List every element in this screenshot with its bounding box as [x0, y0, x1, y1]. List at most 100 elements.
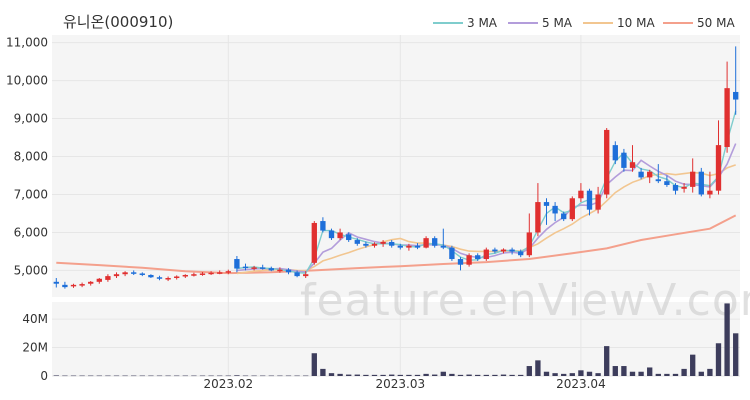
volume-bar: [655, 373, 661, 376]
volume-bar: [672, 373, 679, 376]
volume-bar: [70, 375, 77, 377]
candle-body: [414, 245, 421, 248]
candle-body: [535, 202, 541, 233]
volume-bar: [268, 375, 274, 377]
candle-body: [707, 190, 713, 195]
volume-bar: [664, 373, 670, 376]
volume-bar: [62, 375, 68, 377]
volume-bar: [466, 374, 472, 376]
candle-body: [337, 232, 343, 239]
candle-body: [303, 274, 309, 277]
legend-label: 10 MA: [617, 16, 655, 30]
legend-label: 3 MA: [467, 16, 498, 30]
candle-body: [449, 247, 455, 260]
price-tick-label: 8,000: [14, 150, 48, 164]
volume-bar: [208, 375, 214, 377]
candle-body: [328, 230, 335, 239]
candle-body: [638, 171, 644, 178]
candle-body: [53, 281, 59, 284]
candle-body: [174, 276, 180, 279]
candle-body: [561, 213, 567, 220]
candle-body: [182, 274, 188, 277]
volume-bar: [543, 371, 550, 376]
volume-bar: [380, 374, 386, 376]
candle-body: [191, 274, 197, 276]
volume-bar: [242, 375, 249, 377]
candle-body: [62, 284, 68, 288]
volume-bar: [199, 375, 206, 377]
volume-bar: [156, 375, 163, 377]
candle-body: [277, 269, 283, 272]
candle-body: [475, 255, 481, 260]
volume-bar: [251, 375, 257, 377]
volume-bar: [277, 375, 283, 377]
candle-body: [664, 181, 670, 185]
volume-bar: [500, 374, 507, 376]
candle-body: [354, 240, 360, 244]
volume-bar: [449, 373, 455, 376]
candle-body: [242, 266, 249, 269]
candle-body: [526, 232, 532, 256]
volume-bar: [294, 375, 300, 377]
candle-body: [595, 194, 601, 210]
candle-body: [621, 152, 627, 168]
volume-bar: [647, 367, 653, 376]
candle-body: [397, 245, 403, 248]
candle-body: [79, 284, 85, 286]
volume-bar: [139, 375, 145, 377]
volume-bar: [715, 343, 722, 376]
candle-body: [681, 186, 687, 189]
date-tick-label: 2023.04: [556, 377, 606, 391]
volume-bar: [148, 375, 154, 377]
candle-body: [70, 284, 77, 287]
legend: 3 MA 5 MA 10 MA 50 MA: [433, 16, 735, 30]
candle-body: [251, 267, 257, 269]
volume-bar: [629, 371, 636, 376]
volume-panel: [52, 302, 740, 376]
candle-body: [552, 205, 558, 214]
price-axis: 5,000 6,000 7,000 8,000 9,000 10,000 11,000: [6, 36, 48, 278]
candle-body: [131, 272, 137, 274]
volume-bar: [475, 374, 481, 376]
volume-bar: [724, 303, 730, 376]
volume-bar: [423, 373, 429, 376]
volume-bar: [225, 375, 231, 377]
candle-body: [509, 249, 515, 252]
volume-bar: [457, 374, 464, 376]
volume-bar: [552, 373, 558, 376]
price-tick-label: 11,000: [6, 36, 48, 50]
volume-bar: [122, 375, 128, 377]
volume-bar: [182, 375, 188, 377]
candle-body: [586, 190, 593, 210]
candle-body: [260, 267, 266, 269]
candle-body: [715, 145, 722, 191]
volume-bar: [578, 370, 584, 376]
volume-bar: [707, 368, 713, 376]
watermark: feature.enViewV.com: [300, 275, 750, 326]
candle-body: [268, 268, 274, 271]
volume-bar: [690, 354, 696, 376]
candle-body: [724, 88, 730, 148]
candle-body: [440, 245, 446, 248]
volume-bar: [440, 371, 446, 376]
candle-body: [406, 245, 412, 248]
candle-body: [604, 129, 610, 195]
candle-body: [483, 249, 489, 260]
candle-body: [285, 269, 292, 273]
candle-body: [217, 272, 223, 274]
volume-bar: [346, 374, 352, 376]
volume-bar: [509, 374, 515, 376]
volume-bar: [320, 368, 326, 376]
volume-bar: [733, 333, 739, 376]
ma50-line: [56, 214, 737, 275]
price-tick-label: 5,000: [14, 263, 48, 277]
price-tick-label: 6,000: [14, 225, 48, 239]
legend-label: 50 MA: [697, 16, 735, 30]
volume-bar: [354, 374, 360, 376]
date-tick-label: 2023.02: [203, 377, 253, 391]
volume-bar: [53, 375, 59, 376]
volume-bar: [371, 374, 378, 376]
candle-body: [612, 145, 618, 161]
candle-body: [225, 271, 231, 273]
